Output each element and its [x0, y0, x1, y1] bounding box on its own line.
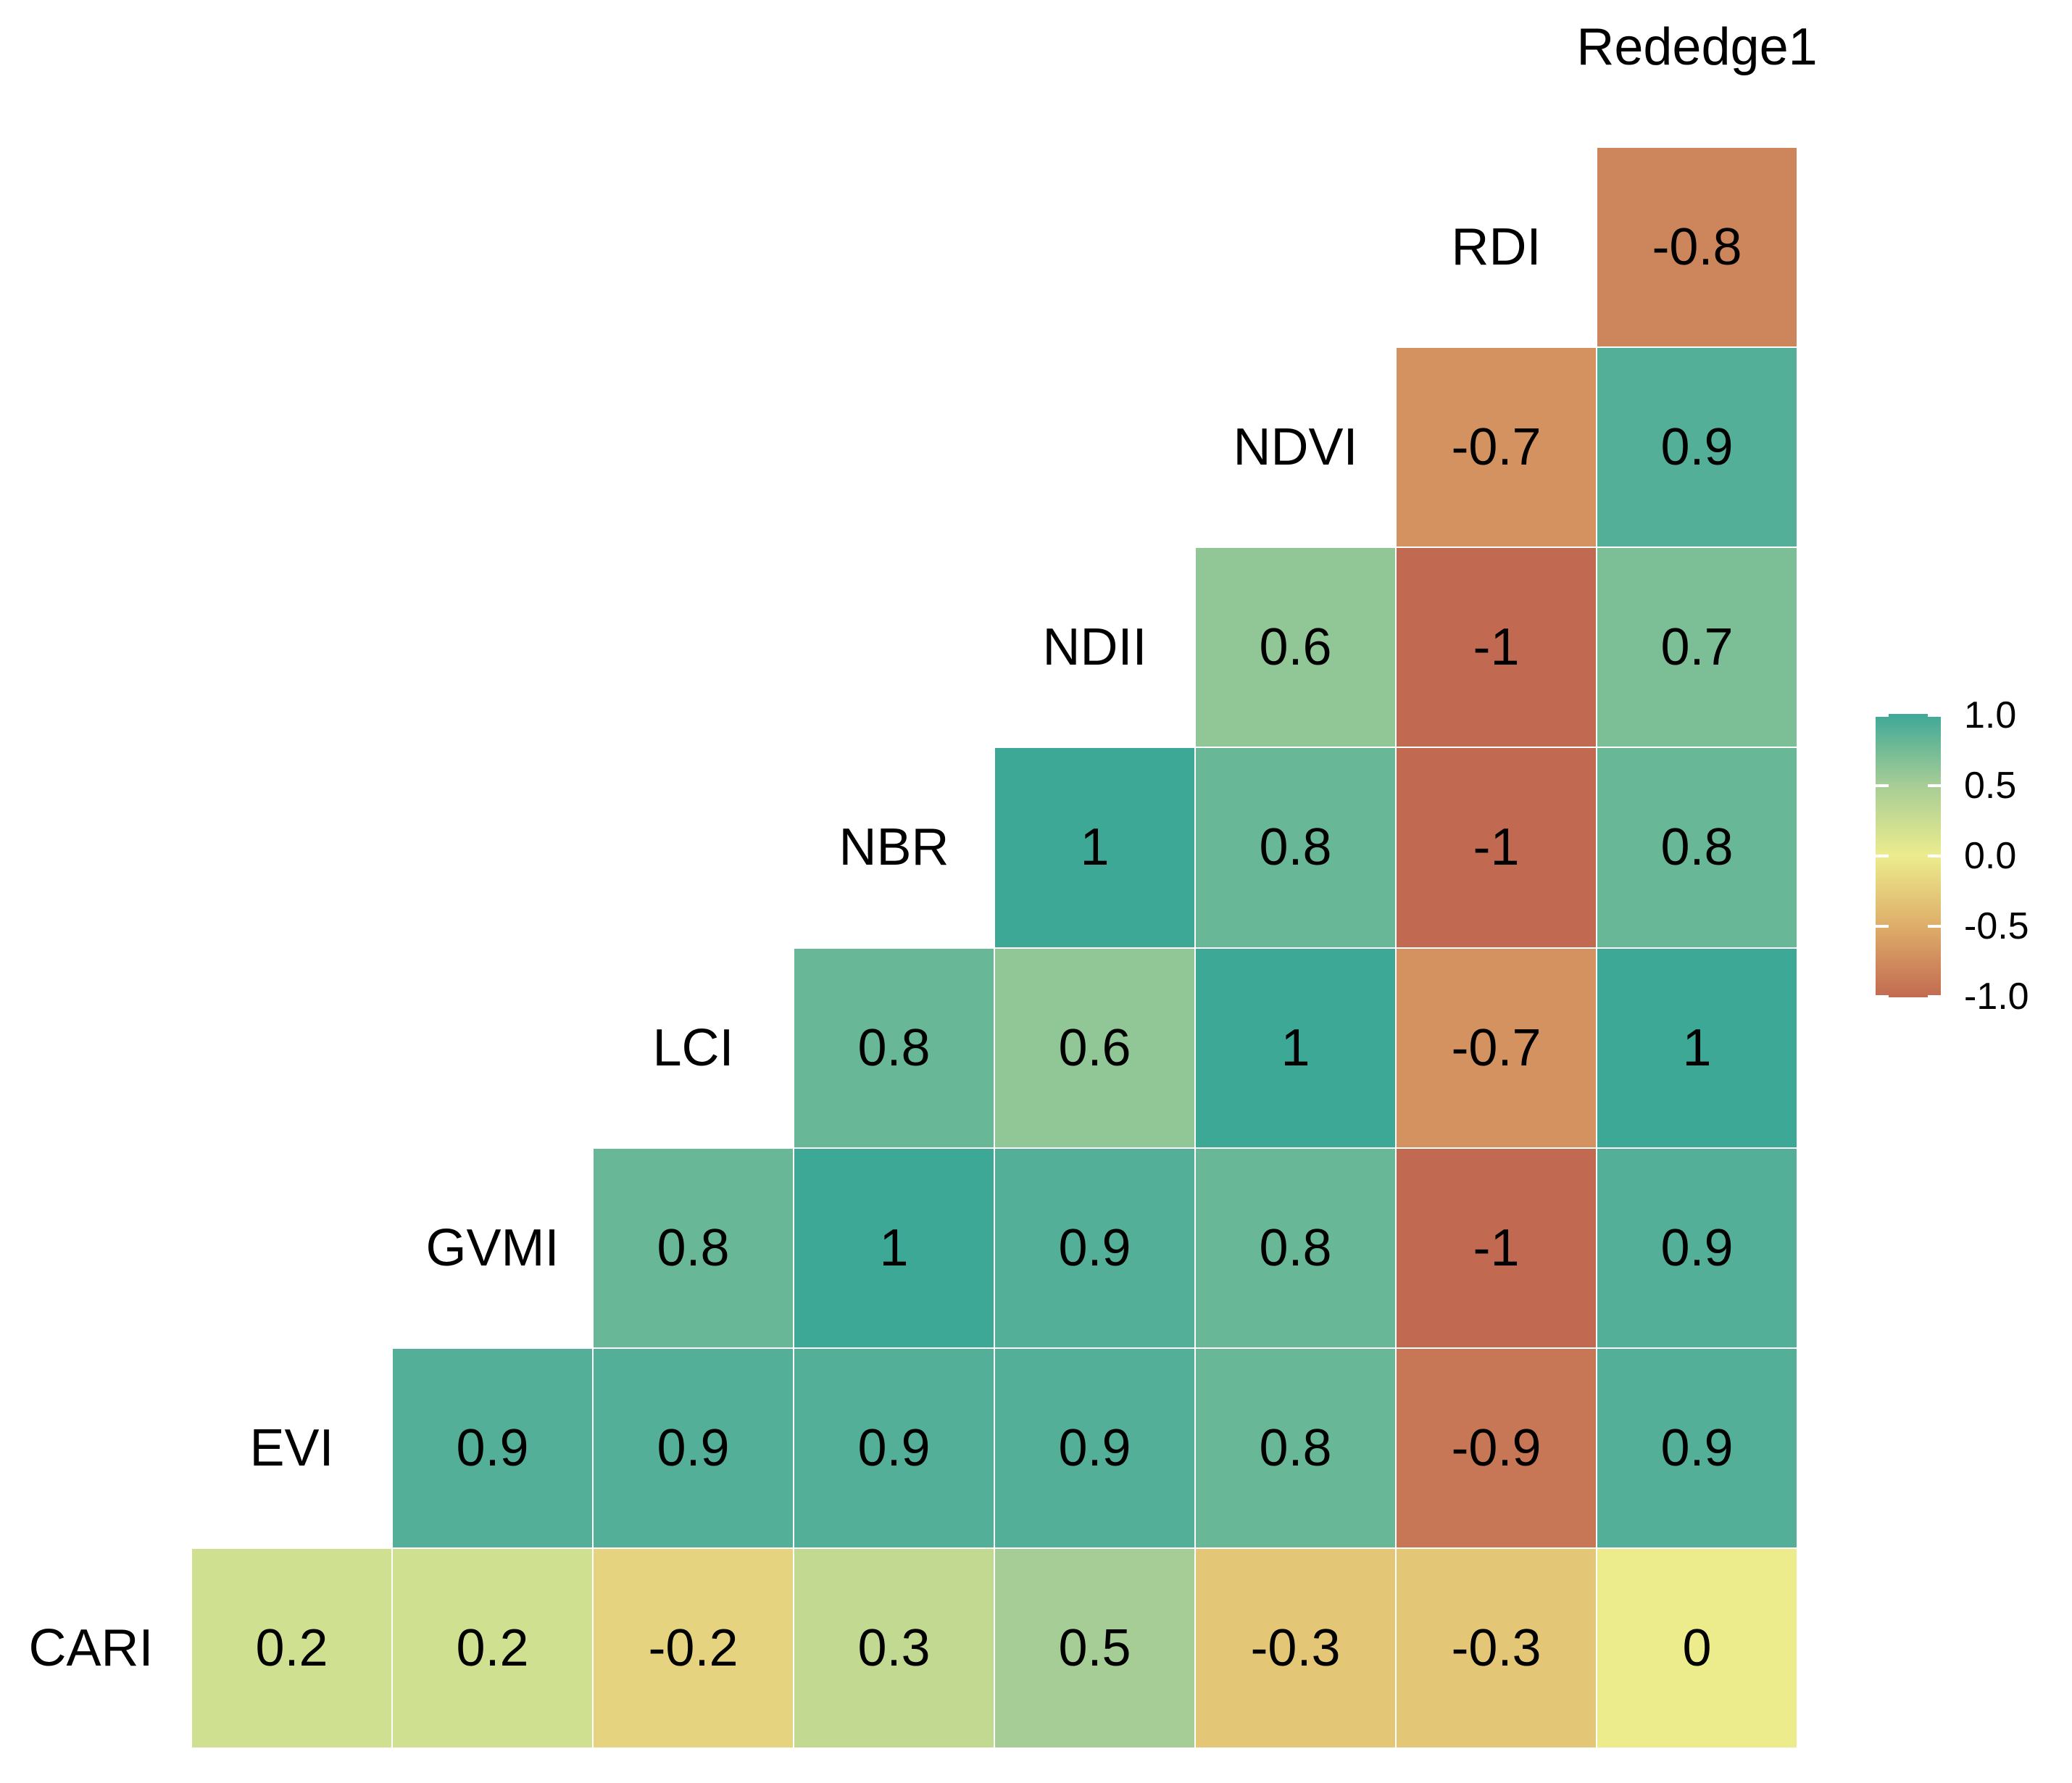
legend-tick-mark	[1876, 784, 1889, 787]
row-label-cari: CARI	[28, 1618, 154, 1677]
legend-tick-mark	[1928, 995, 1941, 998]
matrix-cell: 0.6	[994, 947, 1195, 1148]
matrix-cell: 0.8	[593, 1147, 794, 1348]
matrix-cell: -0.3	[1396, 1547, 1597, 1748]
legend-tick-mark	[1928, 714, 1941, 717]
row-label-evi: EVI	[249, 1418, 334, 1477]
matrix-cell: 1	[1597, 947, 1797, 1148]
legend-tick-mark	[1928, 925, 1941, 928]
matrix-cell: 1	[794, 1147, 994, 1348]
row-label-lci: LCI	[652, 1018, 734, 1077]
matrix-cell: 0.2	[191, 1547, 392, 1748]
matrix-cell: 0.9	[994, 1147, 1195, 1348]
matrix-cell: 0.3	[794, 1547, 994, 1748]
matrix-cell: 0.9	[994, 1347, 1195, 1548]
matrix-cell: 1	[1195, 947, 1396, 1148]
row-label-nbr: NBR	[839, 818, 949, 877]
row-label-rdi: RDI	[1451, 218, 1541, 277]
legend-tick-label: 1.0	[1964, 694, 2017, 736]
matrix-cell: 0.9	[794, 1347, 994, 1548]
matrix-cell: 0.9	[392, 1347, 593, 1548]
matrix-cell: -0.7	[1396, 947, 1597, 1148]
legend-tick-mark	[1928, 855, 1941, 857]
legend-tick-label: -1.0	[1964, 976, 2029, 1018]
matrix-cell: 0.8	[794, 947, 994, 1148]
matrix-cell: -1	[1396, 747, 1597, 948]
matrix-cell: 0.6	[1195, 547, 1396, 748]
legend-tick-mark	[1876, 855, 1889, 857]
legend-tick-label: 0.0	[1964, 835, 2017, 877]
matrix-cell: 0.7	[1597, 547, 1797, 748]
row-label-ndvi: NDVI	[1233, 418, 1358, 477]
matrix-cell: -1	[1396, 547, 1597, 748]
matrix-cell: -0.7	[1396, 347, 1597, 548]
legend-tick-mark	[1876, 995, 1889, 998]
matrix-cell: 0.2	[392, 1547, 593, 1748]
matrix-cell: 1	[994, 747, 1195, 948]
matrix-cell: 0.8	[1597, 747, 1797, 948]
matrix-cell: 0.8	[1195, 747, 1396, 948]
legend-tick-mark	[1928, 784, 1941, 787]
legend-tick-label: 0.5	[1964, 765, 2017, 807]
matrix-cell: 0.9	[593, 1347, 794, 1548]
row-label-gvmi: GVMI	[425, 1218, 559, 1277]
legend-tick-mark	[1876, 714, 1889, 717]
matrix-cell: -0.8	[1597, 147, 1797, 348]
matrix-cell: 0	[1597, 1547, 1797, 1748]
matrix-cell: 0.5	[994, 1547, 1195, 1748]
matrix-cell: 0.9	[1597, 1147, 1797, 1348]
matrix-cell: 0.9	[1597, 347, 1797, 548]
legend-tick-mark	[1876, 925, 1889, 928]
matrix-cell: -0.2	[593, 1547, 794, 1748]
matrix-cell: -0.3	[1195, 1547, 1396, 1748]
matrix-cell: 0.8	[1195, 1347, 1396, 1548]
matrix-cell: 0.8	[1195, 1147, 1396, 1348]
top-axis-label: Rededge1	[1576, 18, 1818, 76]
legend-tick-label: -0.5	[1964, 905, 2029, 947]
matrix-cell: -1	[1396, 1147, 1597, 1348]
matrix-cell: 0.9	[1597, 1347, 1797, 1548]
matrix-cell: -0.9	[1396, 1347, 1597, 1548]
row-label-ndii: NDII	[1042, 618, 1147, 677]
